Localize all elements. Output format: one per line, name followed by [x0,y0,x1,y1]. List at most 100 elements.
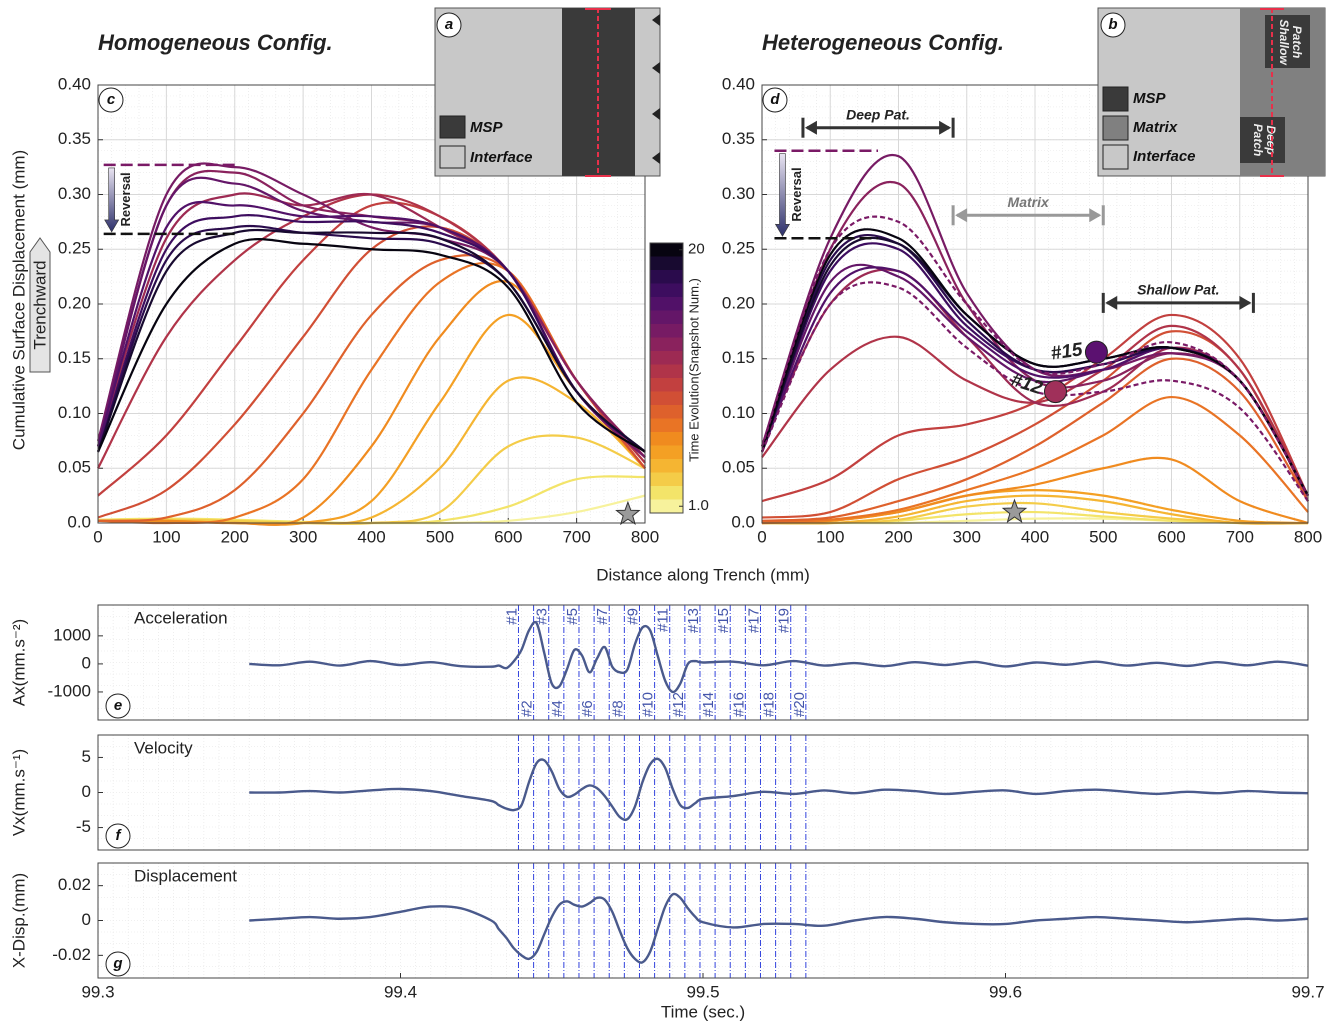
x-tick-label: 99.5 [686,982,719,1001]
panel-label-circle [105,823,131,849]
y-tick-label: 0.15 [58,348,91,367]
snapshot-label: #9 [624,608,641,625]
legend-swatch [1102,86,1129,112]
panel-label: b [1108,16,1117,33]
y-tick-label: 0.30 [722,184,755,203]
y-tick-label: 5 [82,747,91,766]
legend-label: Interface [470,149,533,166]
panel-label-circle [105,693,131,719]
y-tick-label: 0.10 [58,403,91,422]
x-tick-label: 500 [426,527,454,546]
x-tick-label: 500 [1089,527,1117,546]
panel-label: f [116,827,123,844]
colorbar-cell [650,324,683,338]
inset-b: Shallow Patch Deep Patch b MSP Matrix In… [1097,7,1326,177]
reversal-arrow [774,153,790,237]
data-line [761,357,1309,522]
data-line [761,281,1309,502]
colorbar-cell [650,283,683,297]
x-tick-label: 800 [1294,527,1322,546]
snapshot-label: #20 [791,692,808,717]
x-tick-label: 99.3 [81,982,114,1001]
data-line [760,215,1309,497]
data-line [249,892,1309,964]
y-tick-label: 0.15 [722,348,755,367]
region-label: Shallow Pat. [1137,282,1219,298]
trenchward-arrow [29,237,51,373]
snapshot-label: #4 [549,700,566,717]
y-axis-label: Cumulative Surface Displacement (mm) [9,150,28,450]
snapshot-label: #19 [776,608,793,633]
legend-label: MSP [470,119,504,136]
snapshot-label: #10 [640,692,657,717]
y-axis-label: X-Disp.(mm) [9,873,28,968]
colorbar-title: Time Evolution(Snapshot Num.) [686,278,701,462]
epicenter-star [1001,498,1028,523]
colorbar-cell [650,405,683,419]
y-tick-label: 1000 [53,625,91,644]
colorbar-cell [650,391,683,405]
data-line [761,324,1309,497]
x-tick-label: 99.6 [989,982,1022,1001]
x-tick-label: 100 [152,527,180,546]
region-label: Deep Pat. [846,106,910,122]
patch-label: Deep [1264,125,1278,154]
x-tick-label: 200 [884,527,912,546]
legend-swatch [1102,144,1129,170]
trenchward-label: Trenchward [30,260,49,349]
x-tick-label: 400 [357,527,385,546]
colorbar-cell [650,499,683,513]
y-tick-label: 0.20 [722,293,755,312]
x-axis-label: Distance along Trench (mm) [596,565,810,584]
panel: -1000 0 1000 #1 #2 #3 #4 #5 #6 #7 #8 #9 #10 #11 #12 #13… [9,604,1309,721]
axes-frame [97,84,646,524]
patch-label: Patch [1251,124,1265,157]
snapshot-label: #1 [503,608,520,625]
colorbar-cell [650,310,683,324]
y-axis-label: Vx(mm.s⁻¹) [9,749,28,836]
y-tick-label: 0 [82,653,91,672]
highlight-marker [1043,380,1067,404]
y-tick-label: 0.35 [722,129,755,148]
colorbar-cell [650,337,683,351]
data-line [249,757,1309,822]
colorbar-cell [650,459,683,473]
x-tick-label: 400 [1021,527,1049,546]
y-tick-label: 0.0 [731,512,755,531]
legend-swatch [439,115,466,139]
highlight-marker [1084,340,1108,364]
snapshot-label: #16 [730,692,747,717]
y-tick-label: 0 [82,782,91,801]
x-axis-label: Time (sec.) [661,1002,745,1021]
chart-title: Homogeneous Config. [98,30,333,55]
colorbar-cell [650,432,683,446]
region-label: Matrix [1008,194,1050,210]
highlight-label: #15 [1050,339,1085,364]
panel-label: g [112,955,122,972]
x-tick-label: 300 [289,527,317,546]
snapshot-label: #6 [579,700,596,717]
colorbar-cell [650,378,683,392]
snapshot-label: #12 [670,692,687,717]
axes-frame [97,734,1309,851]
data-line [249,620,1309,694]
y-tick-label: 0.25 [722,239,755,258]
data-line [97,238,646,453]
colorbar-cell [650,418,683,432]
panel-label: a [445,16,453,33]
colorbar-cell [650,486,683,500]
reversal-label: Reversal [118,172,133,226]
colorbar-cell [650,364,683,378]
deep-patch [1240,117,1285,163]
y-tick-label: 0.05 [58,458,91,477]
chart-title: Heterogeneous Config. [762,30,1004,55]
legend-label: Matrix [1133,119,1178,136]
panel-label: d [770,91,780,108]
panel: -5 0 5 Velocity f Vx(mm.s⁻¹) [9,734,1309,851]
x-tick-label: 0 [93,527,102,546]
snapshot-label: #13 [685,608,702,633]
snapshot-label: #18 [761,692,778,717]
axes-frame [761,84,1309,524]
data-line [761,395,1309,525]
colorbar-cell [650,445,683,459]
